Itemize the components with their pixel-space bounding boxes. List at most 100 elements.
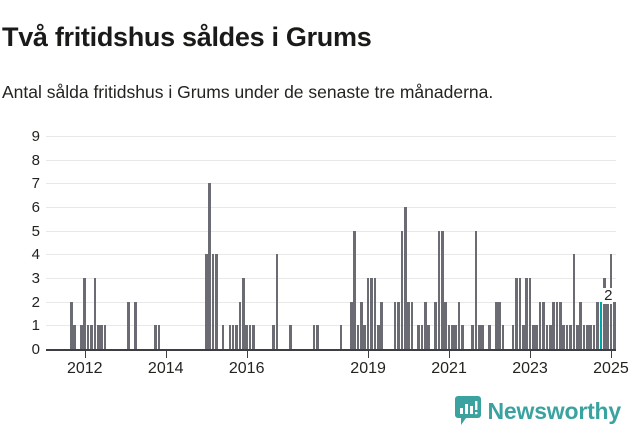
bar xyxy=(376,325,380,349)
bar xyxy=(316,325,319,349)
bar xyxy=(552,301,555,349)
bar xyxy=(241,278,245,349)
brand-name: Newsworthy xyxy=(487,398,622,424)
y-tick-label: 1 xyxy=(31,317,40,335)
bar xyxy=(211,254,215,349)
bar xyxy=(360,301,363,349)
y-tick-label: 8 xyxy=(31,151,40,169)
chart-subtitle: Antal sålda fritidshus i Grums under de … xyxy=(2,81,494,102)
y-tick-label: 4 xyxy=(31,246,40,264)
bar xyxy=(424,301,427,349)
bar xyxy=(542,301,545,349)
chart-footer: Newsworthy xyxy=(0,392,631,439)
x-tick-mark xyxy=(529,351,531,358)
bar xyxy=(572,254,576,349)
bar xyxy=(518,278,522,349)
bar-value-label: 2 xyxy=(603,286,614,304)
bar xyxy=(612,301,616,349)
bar xyxy=(289,325,292,349)
gridline xyxy=(46,136,616,137)
y-tick-label: 0 xyxy=(31,341,40,358)
bar xyxy=(154,325,157,349)
bar xyxy=(498,301,501,349)
y-tick-label: 7 xyxy=(31,175,40,193)
bar xyxy=(481,325,485,349)
bar xyxy=(235,325,238,349)
x-tick-label: 2023 xyxy=(512,360,548,377)
bar xyxy=(90,325,93,349)
axis-baseline xyxy=(46,349,616,351)
x-tick-mark xyxy=(165,351,167,358)
bar xyxy=(393,301,397,349)
bar xyxy=(363,325,367,349)
newsworthy-logo[interactable]: Newsworthy xyxy=(454,396,622,426)
bar xyxy=(538,301,542,349)
bar xyxy=(208,183,211,349)
bar xyxy=(373,278,377,349)
y-tick-label: 9 xyxy=(31,128,40,145)
bar xyxy=(215,254,218,349)
bar xyxy=(400,230,404,349)
x-tick-mark xyxy=(610,351,612,358)
bar xyxy=(575,325,579,349)
x-tick-label: 2012 xyxy=(66,360,103,377)
bar xyxy=(83,278,87,349)
gridline xyxy=(46,230,616,232)
bar xyxy=(528,278,532,349)
x-tick-mark xyxy=(246,351,248,358)
y-tick-label: 6 xyxy=(31,199,40,216)
bar xyxy=(96,325,100,349)
bar xyxy=(478,325,481,349)
bar xyxy=(349,301,353,349)
bar xyxy=(204,254,208,349)
bar xyxy=(231,325,235,349)
bar xyxy=(366,278,370,349)
gridline xyxy=(46,254,616,256)
bar xyxy=(559,301,562,349)
bar xyxy=(228,325,232,349)
bar xyxy=(596,301,599,349)
bar xyxy=(447,325,451,349)
bar-chart-speech-bubble-icon xyxy=(454,396,481,426)
bar xyxy=(532,325,535,349)
bar xyxy=(275,254,279,349)
bar xyxy=(134,301,137,349)
y-tick-label: 5 xyxy=(31,222,40,240)
bar xyxy=(252,325,255,349)
bar xyxy=(356,325,360,349)
bar xyxy=(454,325,458,349)
bar xyxy=(127,301,130,349)
bar xyxy=(245,325,248,349)
bar xyxy=(73,325,76,349)
bar xyxy=(410,301,414,349)
bar xyxy=(488,325,491,349)
page-title: Två fritidshus såldes i Grums xyxy=(2,22,372,53)
x-tick-label: 2019 xyxy=(350,360,386,377)
bar xyxy=(474,230,478,349)
bar-series: 2 xyxy=(46,136,616,349)
bar xyxy=(562,325,566,349)
bar xyxy=(370,278,373,349)
bar xyxy=(579,301,582,349)
bar xyxy=(521,325,525,349)
bar xyxy=(582,325,586,349)
gridline xyxy=(46,183,616,185)
y-axis-labels: 0 1 2 3 4 5 6 7 8 9 xyxy=(8,129,40,357)
gridline xyxy=(46,207,616,208)
bar xyxy=(312,325,316,349)
bar xyxy=(444,301,447,349)
bar xyxy=(403,207,407,349)
bar xyxy=(569,325,572,349)
x-tick-label: 2014 xyxy=(147,360,184,377)
y-tick-label: 3 xyxy=(31,270,40,287)
x-tick-mark xyxy=(84,351,86,358)
bar xyxy=(434,301,437,349)
bar xyxy=(407,301,410,349)
bar xyxy=(461,325,464,349)
bar xyxy=(221,325,225,349)
bar xyxy=(103,325,107,349)
bar xyxy=(586,325,589,349)
bar xyxy=(427,325,431,349)
bar xyxy=(100,325,103,349)
plot-area: 2 xyxy=(46,136,616,349)
